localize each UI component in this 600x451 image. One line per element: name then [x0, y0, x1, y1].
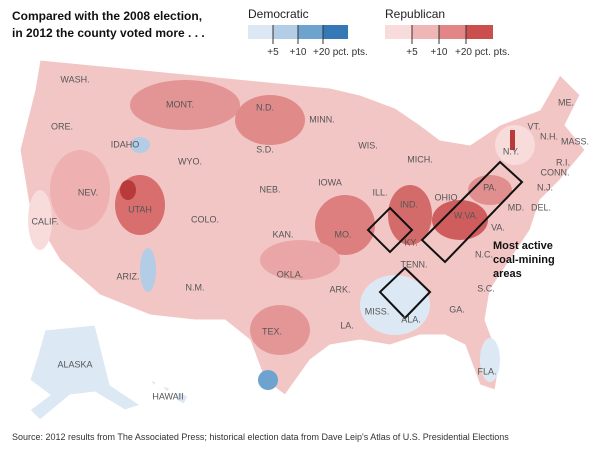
- legend-label: +5: [267, 47, 279, 58]
- state-label: MD.: [508, 202, 525, 212]
- legend-title: Democratic: [248, 7, 309, 21]
- state-label: W.VA.: [454, 210, 478, 220]
- state-label: MONT.: [166, 99, 194, 109]
- state-label: ALASKA: [57, 359, 92, 369]
- state-label: MO.: [335, 229, 352, 239]
- annotation-line: Most active: [493, 240, 553, 252]
- state-label: OHIO: [434, 192, 457, 202]
- state-label: NEB.: [259, 184, 280, 194]
- state-label: IOWA: [318, 177, 342, 187]
- legend-label: +10: [431, 47, 448, 58]
- state-label: WYO.: [178, 156, 202, 166]
- state-label: GA.: [449, 304, 465, 314]
- title-line: in 2012 the county voted more . . .: [12, 26, 205, 40]
- state-labels: WASH. ORE. CALIF. NEV. IDAHO MONT. WYO. UTAH ARI…: [31, 74, 589, 401]
- state-label: COLO.: [191, 214, 219, 224]
- state-label: CALIF.: [31, 216, 58, 226]
- alaska-outline: [29, 324, 142, 421]
- state-label: FLA.: [477, 366, 496, 376]
- state-label: UTAH: [128, 204, 152, 214]
- source-note: Source: 2012 results from The Associated…: [12, 432, 509, 442]
- title-line: Compared with the 2008 election,: [12, 9, 202, 23]
- state-label: N.C.: [475, 249, 493, 259]
- state-label: N.M.: [186, 282, 205, 292]
- state-label: VA.: [491, 222, 505, 232]
- state-label: WASH.: [60, 74, 89, 84]
- state-label: ALA.: [401, 314, 421, 324]
- state-label: ORE.: [51, 121, 73, 131]
- state-label: MASS.: [561, 136, 589, 146]
- state-label: PA.: [483, 182, 497, 192]
- state-label: R.I.: [556, 157, 570, 167]
- legend-title: Republican: [385, 7, 445, 21]
- state-label: KY.: [404, 237, 417, 247]
- us-outline: [19, 59, 586, 396]
- county-shading: [28, 80, 535, 390]
- state-label: WIS.: [358, 140, 378, 150]
- state-label: NEV.: [78, 187, 98, 197]
- state-label: IDAHO: [111, 139, 140, 149]
- state-label: MICH.: [407, 154, 433, 164]
- state-label: N.Y.: [503, 146, 519, 156]
- state-label: KAN.: [272, 229, 293, 239]
- legend-scale: [385, 25, 493, 44]
- legend-label: +10: [290, 47, 307, 58]
- state-label: MISS.: [365, 306, 390, 316]
- state-label: S.D.: [256, 144, 274, 154]
- state-label: ILL.: [372, 187, 387, 197]
- state-label: TEX.: [262, 326, 282, 336]
- state-label: S.C.: [477, 283, 495, 293]
- state-label: ARIZ.: [116, 271, 139, 281]
- state-label: IND.: [400, 199, 418, 209]
- state-label: VT.: [527, 121, 540, 131]
- state-label: OKLA.: [277, 269, 304, 279]
- state-label: N.D.: [256, 102, 274, 112]
- state-label: CONN.: [541, 167, 570, 177]
- state-label: N.J.: [537, 182, 553, 192]
- state-label: MINN.: [309, 114, 335, 124]
- state-label: TENN.: [401, 259, 428, 269]
- state-label: HAWAII: [152, 391, 183, 401]
- legend-label: +5: [406, 47, 418, 58]
- legend-scale: [248, 25, 348, 44]
- state-label: N.H.: [540, 131, 558, 141]
- coal-area-outline: [366, 160, 524, 320]
- legend-label: +20 pct. pts.: [455, 47, 510, 58]
- annotation-line: areas: [493, 268, 522, 280]
- state-label: DEL.: [531, 202, 551, 212]
- hawaii-outline: [148, 379, 189, 405]
- state-label: LA.: [340, 320, 354, 330]
- annotation-line: coal-mining: [493, 254, 555, 266]
- state-label: ARK.: [329, 284, 350, 294]
- legend-label: +20 pct. pts.: [313, 47, 368, 58]
- state-label: ME.: [558, 97, 574, 107]
